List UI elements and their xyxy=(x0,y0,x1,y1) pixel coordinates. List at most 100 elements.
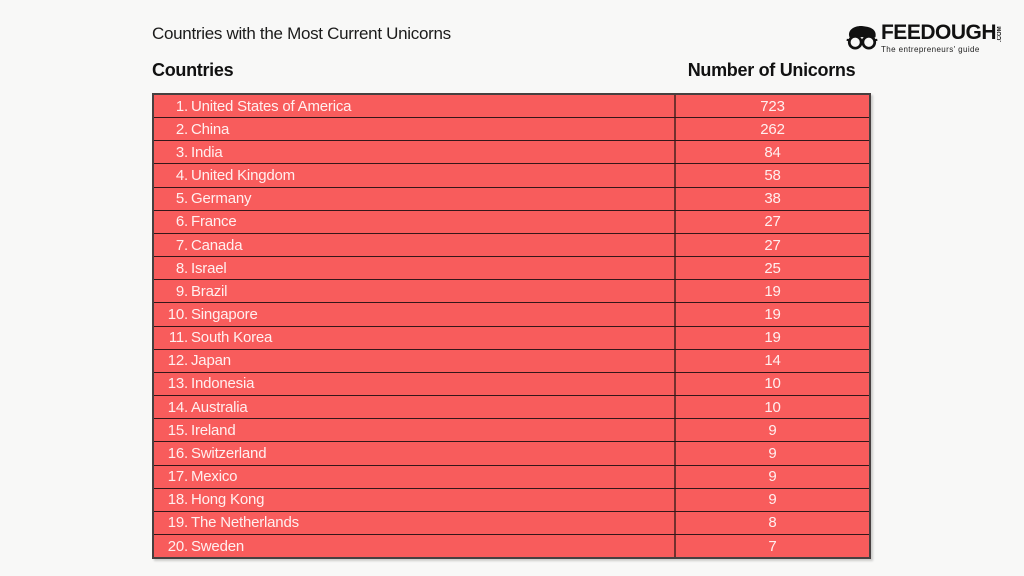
country-name: Sweden xyxy=(191,537,245,555)
countries-column-header: Countries xyxy=(152,60,234,80)
unicorn-count-cell: 25 xyxy=(674,257,869,280)
country-cell: 10. Singapore xyxy=(154,303,674,325)
table-row: 5. Germany 38 xyxy=(154,186,869,210)
table-row: 6. France 27 xyxy=(154,209,869,233)
country-cell: 2. China xyxy=(154,118,674,140)
country-name: Singapore xyxy=(191,305,258,323)
rank-label: 17. xyxy=(167,468,188,486)
table-row: 13. Indonesia 10 xyxy=(154,371,869,396)
country-name: United Kingdom xyxy=(191,167,295,185)
rank-label: 19. xyxy=(167,514,188,532)
country-cell: 13. Indonesia xyxy=(154,373,674,395)
rank-label: 2. xyxy=(175,120,188,138)
table-row: 19. The Netherlands 8 xyxy=(154,510,869,534)
unicorn-count-cell: 84 xyxy=(674,141,869,164)
table-row: 4. United Kingdom 58 xyxy=(154,163,869,187)
country-cell: 7. Canada xyxy=(154,234,674,256)
country-cell: 19. The Netherlands xyxy=(154,512,674,534)
country-cell: 9. Brazil xyxy=(154,280,674,302)
logo-tagline: The entrepreneurs' guide xyxy=(880,45,980,54)
unicorn-count-cell: 27 xyxy=(674,210,869,233)
nerd-glasses-icon xyxy=(846,25,878,50)
unicorn-count-cell: 9 xyxy=(674,465,869,488)
unicorn-count-column-header: Number of Unicorns xyxy=(687,60,856,80)
rank-label: 20. xyxy=(167,537,188,555)
rank-label: 4. xyxy=(175,167,188,185)
rank-label: 13. xyxy=(167,375,188,393)
table-row: 8. Israel 25 xyxy=(154,256,869,280)
logo-brand-text: FEEDOUGH xyxy=(880,21,997,44)
table-row: 12. Japan 14 xyxy=(154,348,869,372)
country-cell: 18. Hong Kong xyxy=(154,489,674,511)
country-cell: 20. Sweden xyxy=(154,535,674,557)
country-cell: 17. Mexico xyxy=(154,466,674,488)
unicorn-count-cell: 9 xyxy=(674,419,869,442)
rank-label: 16. xyxy=(167,444,188,462)
country-cell: 11. South Korea xyxy=(154,327,674,349)
country-cell: 3. India xyxy=(154,141,674,163)
rank-label: 8. xyxy=(175,259,188,277)
country-name: United States of America xyxy=(191,97,352,115)
country-name: Canada xyxy=(191,236,243,254)
unicorn-count-cell: 9 xyxy=(674,488,869,511)
rank-label: 18. xyxy=(167,491,188,509)
feedough-logo: FEEDOUGH .COM The entrepreneurs' guide xyxy=(845,22,1004,54)
table-row: 7. Canada 27 xyxy=(154,232,869,257)
country-cell: 1. United States of America xyxy=(154,95,674,117)
country-cell: 5. Germany xyxy=(154,188,674,210)
country-name: Mexico xyxy=(191,468,238,486)
unicorn-count-cell: 19 xyxy=(674,303,869,326)
table-row: 10. Singapore 19 xyxy=(154,302,869,326)
table-row: 11. South Korea 19 xyxy=(154,325,869,349)
country-cell: 15. Ireland xyxy=(154,419,674,441)
table-row: 15. Ireland 9 xyxy=(154,418,869,442)
unicorn-count-cell: 58 xyxy=(674,164,869,187)
country-name: Hong Kong xyxy=(191,491,265,509)
rank-label: 3. xyxy=(175,143,188,161)
country-name: Switzerland xyxy=(191,444,267,462)
table-row: 18. Hong Kong 9 xyxy=(154,487,869,511)
country-name: Ireland xyxy=(191,421,236,439)
rank-label: 7. xyxy=(175,236,188,254)
country-name: Germany xyxy=(191,190,252,208)
unicorn-count-cell: 19 xyxy=(674,326,869,349)
page-title: Countries with the Most Current Unicorns xyxy=(152,24,451,43)
rank-label: 9. xyxy=(175,282,188,300)
country-name: China xyxy=(191,120,230,138)
country-name: India xyxy=(191,143,223,161)
table-row: 2. China 262 xyxy=(154,117,869,141)
country-cell: 8. Israel xyxy=(154,257,674,279)
country-name: South Korea xyxy=(191,329,273,347)
table-row: 16. Switzerland 9 xyxy=(154,441,869,465)
unicorn-count-cell: 9 xyxy=(674,442,869,465)
rank-label: 5. xyxy=(175,190,188,208)
rank-label: 10. xyxy=(167,305,188,323)
table-row: 1. United States of America 723 xyxy=(154,95,869,118)
country-cell: 14. Australia xyxy=(154,396,674,418)
country-cell: 16. Switzerland xyxy=(154,442,674,464)
rank-label: 11. xyxy=(168,329,188,347)
unicorn-count-cell: 8 xyxy=(674,511,869,534)
table-row: 3. India 84 xyxy=(154,140,869,164)
country-cell: 12. Japan xyxy=(154,350,674,372)
country-name: Japan xyxy=(191,352,231,370)
country-name: Australia xyxy=(191,398,248,416)
unicorn-count-cell: 262 xyxy=(674,118,869,141)
unicorn-country-table: 1. United States of America 723 2. China 262 3… xyxy=(152,93,871,559)
table-row: 20. Sweden 7 xyxy=(154,533,869,558)
table-row: 9. Brazil 19 xyxy=(154,279,869,303)
table-row: 17. Mexico 9 xyxy=(154,464,869,488)
unicorn-count-cell: 14 xyxy=(674,349,869,372)
country-name: Indonesia xyxy=(191,375,255,393)
country-name: The Netherlands xyxy=(191,514,299,532)
unicorn-count-cell: 27 xyxy=(674,233,869,257)
unicorn-count-cell: 10 xyxy=(674,372,869,396)
table-row: 14. Australia 10 xyxy=(154,395,869,419)
rank-label: 1. xyxy=(175,97,188,115)
country-cell: 6. France xyxy=(154,211,674,233)
unicorn-count-cell: 7 xyxy=(674,534,869,558)
rank-label: 6. xyxy=(175,213,188,231)
unicorn-count-cell: 723 xyxy=(674,95,869,118)
rank-label: 12. xyxy=(167,352,188,370)
country-name: Brazil xyxy=(191,282,228,300)
